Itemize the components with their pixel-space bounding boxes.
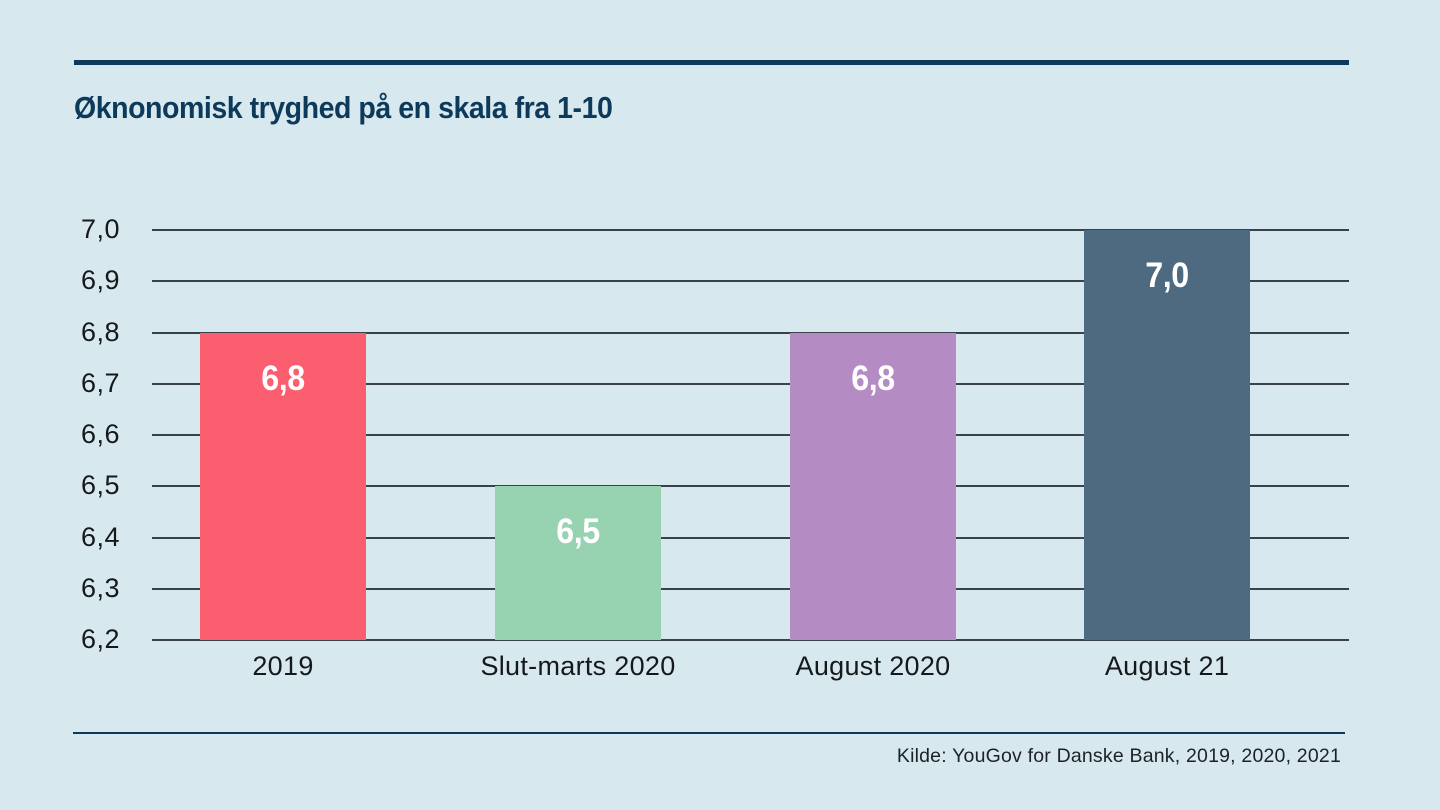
gridline bbox=[152, 280, 1349, 283]
y-axis-tick-label: 6,5 bbox=[80, 470, 120, 501]
gridline bbox=[152, 434, 1349, 436]
bar-value-label: 6,8 bbox=[851, 359, 895, 398]
y-axis-tick-label: 6,6 bbox=[80, 418, 120, 449]
y-axis-tick-label: 6,8 bbox=[80, 316, 120, 347]
y-axis-tick-label: 6,9 bbox=[80, 265, 120, 296]
gridline bbox=[152, 639, 1349, 641]
bar-august-2020: 6,8 bbox=[790, 333, 956, 640]
bar-value-label: 7,0 bbox=[1145, 256, 1189, 295]
chart-title: Øknonomisk tryghed på en skala fra 1-10 bbox=[74, 90, 613, 125]
y-axis-tick-label: 6,3 bbox=[80, 572, 120, 603]
x-axis-category-label: August 2020 bbox=[795, 651, 951, 681]
bar-slut-marts-2020: 6,5 bbox=[495, 486, 661, 640]
bar-2019: 6,8 bbox=[200, 333, 366, 640]
source-attribution: Kilde: YouGov for Danske Bank, 2019, 202… bbox=[896, 745, 1341, 767]
gridline bbox=[152, 229, 1349, 231]
x-axis-category-label: August 21 bbox=[1104, 651, 1230, 681]
x-axis-category-label: 2019 bbox=[252, 651, 314, 681]
bar-august-21: 7,0 bbox=[1084, 230, 1250, 640]
y-axis-tick-label: 6,4 bbox=[80, 521, 120, 552]
footer-divider-rule bbox=[73, 732, 1345, 734]
gridline bbox=[152, 331, 1349, 334]
top-accent-rule bbox=[74, 60, 1349, 65]
bar-value-label: 6,5 bbox=[556, 512, 600, 551]
y-axis-tick-label: 6,2 bbox=[80, 623, 120, 654]
gridline bbox=[152, 382, 1349, 385]
gridline bbox=[152, 587, 1349, 590]
y-axis-tick-label: 7,0 bbox=[80, 213, 120, 244]
gridline bbox=[152, 536, 1349, 539]
y-axis-tick-label: 6,7 bbox=[80, 367, 120, 398]
x-axis-category-label: Slut-marts 2020 bbox=[480, 651, 676, 681]
bar-value-label: 6,8 bbox=[261, 359, 305, 398]
gridline bbox=[152, 485, 1349, 488]
